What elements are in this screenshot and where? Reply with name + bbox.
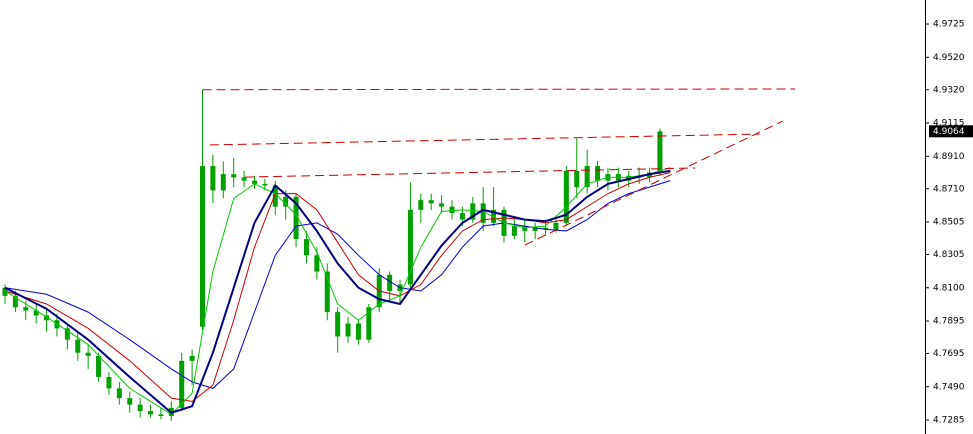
candle-body <box>85 352 91 356</box>
trend-line <box>209 133 760 146</box>
candle-body <box>44 315 50 321</box>
candle-body <box>210 166 216 191</box>
y-tick-label: 4.7285 <box>933 416 965 426</box>
candle-body <box>532 227 538 231</box>
candle-body <box>553 222 559 230</box>
y-tick-label: 4.7490 <box>933 382 965 392</box>
candle-body <box>241 177 247 181</box>
y-tick-label: 4.8910 <box>933 152 965 162</box>
candle-body <box>595 166 601 181</box>
current-price-box <box>929 125 973 138</box>
candle-body <box>303 239 309 256</box>
candle-body <box>470 203 476 220</box>
candle-body <box>106 377 112 389</box>
candle-body <box>148 411 154 415</box>
candle-body <box>511 226 517 236</box>
y-tick-label: 4.9520 <box>933 53 965 63</box>
candle-body <box>584 166 590 188</box>
y-tick-label: 4.7695 <box>933 349 965 359</box>
candle-body <box>251 180 257 184</box>
y-tick-label: 4.7895 <box>933 317 965 327</box>
candle-body <box>189 355 195 361</box>
candle-body <box>23 307 29 311</box>
y-tick-label: 4.9320 <box>933 85 965 95</box>
candle-body <box>127 398 133 405</box>
candle-body <box>449 206 455 214</box>
trend-line <box>202 88 796 91</box>
candle-body <box>543 227 549 230</box>
y-tick-label: 4.9115 <box>933 119 965 129</box>
candle-body <box>355 323 361 340</box>
candle-body <box>137 404 143 412</box>
moving-average <box>4 167 671 415</box>
candle-body <box>407 209 413 285</box>
trend-line <box>524 120 783 246</box>
trend-line <box>245 167 696 178</box>
candle-body <box>158 414 164 416</box>
candle-body <box>522 226 528 231</box>
candle-body <box>459 213 465 220</box>
candle-body <box>220 174 226 191</box>
y-tick-label: 4.8305 <box>933 250 965 260</box>
candle-body <box>116 388 122 399</box>
candle-body <box>439 203 445 207</box>
candle-body <box>387 274 393 292</box>
candle-body <box>96 355 102 378</box>
candle-body <box>491 209 497 223</box>
candle-body <box>293 196 299 240</box>
candle-body <box>563 170 569 223</box>
candle-body <box>335 312 341 337</box>
candle-body <box>345 323 351 337</box>
moving-average <box>4 169 671 414</box>
moving-average <box>4 180 671 389</box>
candle-body <box>657 131 663 173</box>
y-tick-label: 4.8505 <box>933 218 965 228</box>
candle-body <box>283 196 289 207</box>
y-tick-label: 4.8100 <box>933 283 965 293</box>
candle-body <box>262 183 268 186</box>
candle-body <box>12 295 18 308</box>
candle-body <box>428 200 434 204</box>
candle-body <box>231 174 237 178</box>
candle-body <box>64 328 70 340</box>
current-price-label: 4.9064 <box>933 127 965 137</box>
candle-body <box>200 166 206 327</box>
candle-body <box>314 255 320 272</box>
candle-body <box>324 271 330 313</box>
candle-body <box>75 339 81 353</box>
candle-body <box>574 170 580 188</box>
candle-body <box>272 185 278 207</box>
candle-body <box>366 307 372 340</box>
candle-body <box>179 360 185 408</box>
candle-body <box>480 203 486 223</box>
y-tick-label: 4.8710 <box>933 184 965 194</box>
candle-body <box>418 200 424 210</box>
candle-body <box>33 310 39 316</box>
candle-body <box>2 287 8 296</box>
y-tick-label: 4.9725 <box>933 20 965 30</box>
